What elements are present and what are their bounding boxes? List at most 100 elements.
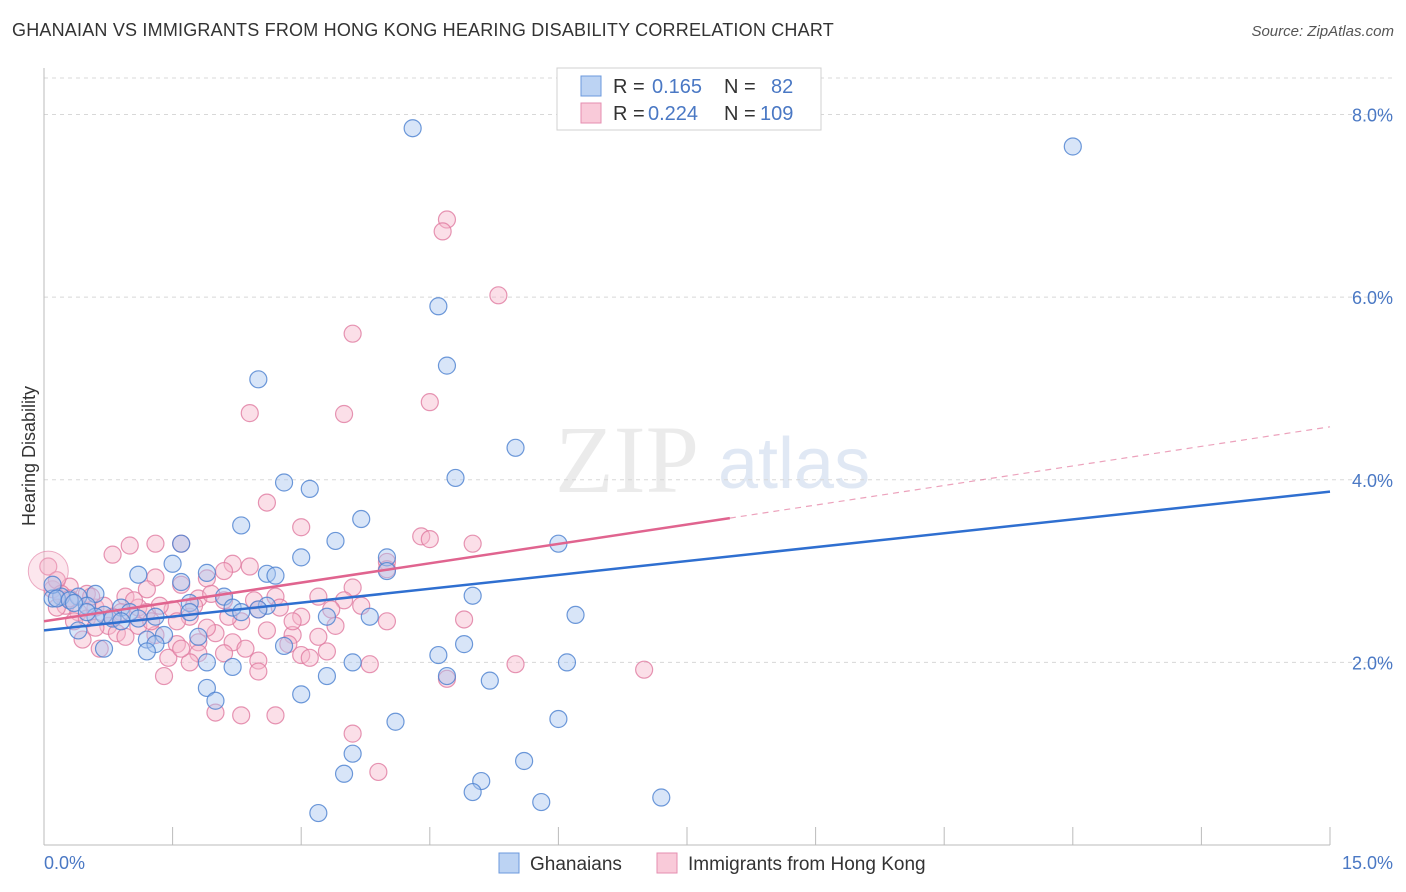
ghanaian-point [326,531,345,551]
y-tick-labels: 2.0% 4.0% 6.0% 8.0% [1352,106,1393,674]
ghanaian-point [352,509,371,529]
ghanaian-point [64,593,84,613]
ghanaian-point [69,621,88,640]
ghanaian-point [300,479,319,498]
ghanaian-point [292,685,311,704]
hongkong-point [292,607,311,626]
hongkong-point [334,591,354,610]
hongkong-point [437,210,457,229]
legend-r-value-1: 0.165 [652,76,702,98]
ghanaian-point [515,751,534,771]
legend-r-label-2: R = [613,103,645,125]
axes [43,68,1331,846]
hongkong-point [343,324,362,343]
hongkong-point [334,404,354,424]
ghanaian-point [180,603,199,622]
legend-label-hongkong: Immigrants from Hong Kong [688,854,926,875]
y-tick-label: 2.0% [1352,653,1393,673]
legend-r-value-2: 0.224 [648,103,698,125]
trend-lines [43,426,1331,632]
ghanaian-point [137,642,156,661]
hongkong-point [463,534,482,553]
hongkong-point [266,706,285,725]
hongkong-point [146,534,165,553]
ghanaian-point [377,548,397,567]
hongkong-point [249,662,268,681]
legend-n-label-1: N = [724,76,756,98]
ghanaian-point [437,356,457,375]
ghanaian-point [532,792,551,812]
watermark-atlas: atlas [718,424,870,504]
hongkong-point [103,545,122,564]
ghanaian-point [129,565,148,584]
ghanaian-point [557,653,577,672]
ghanaian-point [317,607,337,626]
ghanaian-point [429,645,448,665]
hongkong-point [454,610,474,629]
ghanaian-point [652,788,671,807]
ghanaian-point [163,554,182,573]
ghanaian-point [463,782,482,802]
hongkong-point [172,639,191,658]
hongkong-point [120,536,139,555]
x-tick-label-min: 0.0% [44,853,85,873]
ghanaian-point [266,566,285,585]
hongkong-point [309,627,328,646]
hongkong-point [214,561,234,581]
ghanaian-point [94,639,114,658]
y-tick-label: 6.0% [1352,288,1393,308]
ghanaian-point [274,636,294,656]
hongkong-point [377,612,397,631]
hongkong-point [240,404,259,423]
hongkong-point [506,655,525,674]
ghanaian-point [454,635,474,654]
ghanaian-point [360,607,379,626]
x-tick-label-max: 15.0% [1342,853,1393,873]
ghanaian-point [232,603,251,622]
ghanaian-point [274,473,294,492]
ghanaian-point [386,712,405,731]
ghanaian-point [343,653,362,672]
ghanaian-point [549,709,568,729]
ghanaian-point [403,119,422,138]
hongkong-point [292,518,311,537]
hongkong-point [489,286,508,305]
hongkong-point [257,493,277,512]
hongkong-trend-extension [729,426,1331,519]
ghanaian-point [249,600,268,619]
hongkong-point [90,639,109,658]
ghanaian-point [437,666,457,686]
hongkong-point [283,612,302,631]
legend-r-label-1: R = [613,76,645,98]
y-tick-label: 8.0% [1352,106,1393,126]
hongkong-point [343,724,362,743]
hongkong-point [635,660,654,679]
ghanaian-point [480,671,499,690]
hongkong-point [433,222,452,241]
ghanaian-point [172,572,191,592]
ghanaian-point [429,297,448,316]
watermark-zip: ZIP [555,406,699,513]
chart-title: GHANAIAN VS IMMIGRANTS FROM HONG KONG HE… [12,20,834,40]
ghanaian-point [343,744,362,763]
legend-swatch-pink [580,102,602,124]
legend-n-value-2: 109 [760,103,793,125]
hongkong-point [257,621,277,640]
hongkong-point [240,557,259,576]
ghanaian-point [232,516,251,535]
hongkong-point [369,762,388,782]
ghanaian-point [172,534,191,553]
ghanaian-point [292,548,311,567]
watermark: ZIP atlas [555,406,870,513]
hongkong-point [300,648,319,667]
ghanaian-point [189,627,208,646]
ghanaian-point [197,653,216,672]
legend-swatch-ghanaians [498,852,520,874]
correlation-legend: R = 0.165 N = 82 R = 0.224 N = 109 [556,67,822,131]
ghanaians-trend-line [43,490,1331,632]
hongkong-point [214,644,234,663]
hongkong-point [420,530,439,549]
legend-label-ghanaians: Ghanaians [530,854,622,875]
ghanaian-point [446,468,465,488]
legend-n-value-1: 82 [771,76,793,98]
